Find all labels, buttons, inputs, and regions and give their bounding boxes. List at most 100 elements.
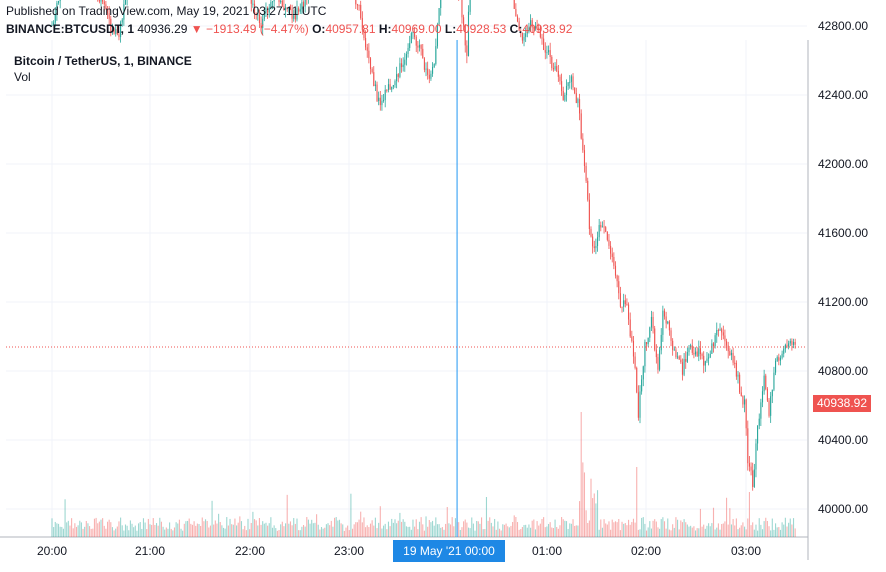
volume-bar — [188, 518, 190, 537]
volume-legend[interactable]: Vol — [14, 70, 31, 84]
volume-bar — [742, 522, 744, 537]
volume-bar — [734, 525, 736, 537]
volume-bar — [299, 530, 301, 537]
volume-bar — [526, 527, 528, 537]
y-tick-label: 42400.00 — [818, 88, 868, 102]
volume-bar — [574, 525, 576, 537]
volume-bar — [747, 518, 749, 537]
volume-bar — [636, 467, 638, 537]
volume-bar — [458, 522, 460, 537]
candle — [520, 30, 522, 34]
candle — [678, 356, 680, 360]
volume-bar — [142, 518, 145, 537]
candle — [418, 44, 421, 48]
candle — [288, 7, 290, 9]
volume-bar — [410, 529, 412, 537]
volume-bar — [610, 529, 612, 537]
volume-bar — [409, 526, 411, 537]
candle — [570, 76, 572, 82]
candle — [779, 357, 782, 361]
volume-bar — [681, 522, 684, 537]
candle — [645, 342, 648, 345]
candle — [379, 97, 381, 106]
x-tick-label: 21:00 — [135, 544, 165, 558]
candle — [583, 150, 586, 167]
candle — [466, 45, 468, 56]
candle — [374, 84, 376, 86]
candle — [438, 8, 440, 25]
candle — [299, 9, 301, 12]
candle — [373, 72, 375, 86]
volume-bar — [425, 516, 427, 537]
candle — [565, 86, 568, 95]
volume-bar — [675, 517, 677, 537]
candle — [634, 356, 636, 368]
volume-bar — [291, 525, 293, 537]
volume-bar — [234, 518, 236, 537]
candle — [758, 418, 760, 426]
candle — [280, 0, 282, 3]
x-tick-label: 01:00 — [532, 544, 562, 558]
candle — [304, 0, 306, 7]
candle — [732, 352, 734, 363]
volume-bar — [603, 519, 605, 537]
volume-bar — [761, 529, 764, 537]
volume-bar — [311, 519, 313, 537]
volume-bar — [100, 519, 102, 537]
candle — [51, 24, 53, 26]
volume-bar — [397, 520, 399, 537]
symbol-legend[interactable]: Bitcoin / TetherUS, 1, BINANCE — [14, 54, 192, 68]
volume-bar — [652, 520, 654, 537]
volume-bar — [335, 517, 337, 537]
volume-bar — [414, 526, 416, 537]
candle — [763, 375, 765, 392]
candle — [53, 22, 55, 25]
candle — [108, 13, 110, 19]
volume-bar — [525, 524, 527, 537]
volume-bar — [593, 493, 595, 537]
volume-bar — [670, 530, 672, 537]
volume-bar — [247, 518, 249, 537]
volume-bar — [472, 523, 474, 537]
volume-bar — [136, 530, 138, 537]
volume-bar — [221, 525, 223, 537]
volume-bar — [688, 526, 690, 537]
volume-bar — [278, 530, 280, 537]
volume-bar — [56, 523, 58, 537]
volume-bar — [737, 529, 739, 537]
volume-bar — [415, 519, 417, 537]
volume-bar — [124, 524, 127, 537]
volume-bar — [683, 519, 685, 537]
candle — [440, 0, 442, 9]
candle — [559, 76, 561, 82]
y-tick-label: 40000.00 — [818, 502, 868, 516]
volume-bar — [587, 522, 589, 537]
volume-bar — [322, 528, 324, 537]
volume-bar — [258, 518, 260, 537]
candle — [765, 375, 767, 390]
candle — [681, 362, 684, 375]
volume-bar — [53, 527, 55, 537]
volume-bar — [139, 522, 141, 537]
candle — [268, 7, 270, 13]
volume-bar — [293, 518, 295, 537]
candle — [360, 4, 362, 19]
volume-bar — [147, 518, 149, 537]
volume-bar — [317, 524, 319, 537]
candle — [685, 358, 687, 362]
candle — [753, 469, 755, 487]
volume-bar — [351, 528, 354, 537]
volume-bar — [677, 519, 679, 537]
volume-bar — [151, 524, 153, 537]
volume-bar — [523, 525, 525, 537]
candle — [632, 340, 635, 357]
candle — [703, 355, 705, 366]
candle — [423, 58, 425, 70]
candle — [54, 13, 56, 23]
volume-bar — [474, 530, 476, 537]
volume-bar — [502, 524, 504, 537]
candle — [675, 349, 677, 358]
volume-bar — [686, 524, 688, 537]
volume-bar — [405, 526, 407, 537]
